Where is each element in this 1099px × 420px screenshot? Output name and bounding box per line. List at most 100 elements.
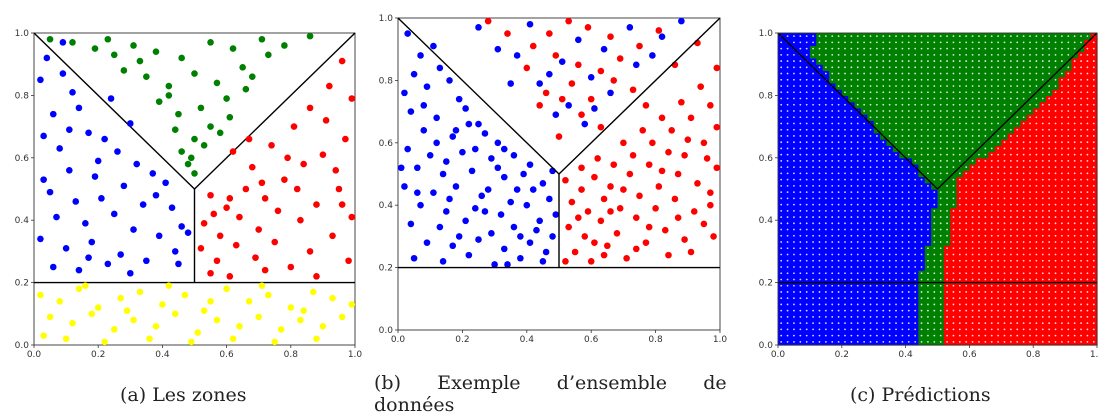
prediction-sample-dot	[965, 309, 968, 312]
prediction-sample-dot	[1048, 178, 1051, 181]
data-point-green	[207, 39, 214, 46]
prediction-sample-dot	[875, 266, 878, 268]
prediction-sample-dot	[1086, 340, 1089, 343]
data-point-yellow	[40, 332, 47, 339]
prediction-sample-dot	[895, 316, 897, 318]
prediction-sample-dot	[914, 297, 917, 300]
prediction-sample-dot	[1092, 316, 1095, 318]
prediction-sample-dot	[812, 291, 814, 293]
prediction-sample-dot	[1092, 340, 1095, 343]
prediction-sample-dot	[1016, 266, 1019, 268]
prediction-sample-dot	[1080, 234, 1082, 237]
prediction-sample-dot	[1073, 297, 1076, 300]
prediction-sample-dot	[1092, 234, 1095, 237]
data-point-red	[216, 232, 224, 240]
prediction-sample-dot	[882, 103, 885, 106]
prediction-sample-dot	[946, 322, 948, 325]
prediction-sample-dot	[1086, 272, 1089, 275]
prediction-sample-dot	[1016, 334, 1019, 337]
prediction-sample-dot	[799, 166, 802, 169]
data-point-red	[335, 185, 343, 193]
prediction-sample-dot	[1061, 291, 1063, 293]
prediction-sample-dot	[882, 209, 885, 212]
prediction-sample-dot	[946, 297, 948, 300]
prediction-sample-dot	[984, 197, 987, 200]
prediction-sample-dot	[920, 166, 923, 169]
prediction-sample-dot	[1067, 141, 1070, 144]
prediction-sample-dot	[1003, 135, 1006, 137]
prediction-sample-dot	[997, 222, 1000, 225]
prediction-sample-dot	[920, 153, 923, 156]
prediction-sample-dot	[1054, 209, 1057, 212]
prediction-sample-dot	[793, 297, 795, 300]
prediction-sample-dot	[1080, 203, 1082, 206]
prediction-sample-dot	[971, 247, 974, 250]
prediction-sample-dot	[786, 272, 789, 275]
prediction-sample-dot	[780, 141, 783, 144]
data-point-red	[568, 80, 576, 87]
prediction-sample-dot	[844, 128, 846, 131]
prediction-sample-dot	[946, 135, 948, 137]
prediction-sample-dot	[1073, 222, 1076, 225]
prediction-sample-dot	[990, 103, 993, 106]
prediction-sample-dot	[939, 209, 942, 212]
prediction-sample-dot	[965, 303, 968, 306]
data-point-red	[546, 30, 553, 37]
prediction-sample-dot	[1035, 291, 1038, 293]
prediction-sample-dot	[1067, 234, 1070, 237]
prediction-sample-dot	[984, 272, 987, 275]
prediction-sample-dot	[927, 191, 929, 194]
prediction-sample-dot	[1054, 97, 1057, 100]
prediction-sample-dot	[1003, 278, 1006, 281]
prediction-sample-dot	[984, 128, 987, 131]
data-point-green	[184, 160, 192, 168]
prediction-sample-dot	[805, 110, 808, 112]
data-point-red	[529, 42, 537, 50]
data-point-red	[542, 89, 550, 97]
prediction-sample-dot	[786, 291, 789, 293]
prediction-sample-dot	[799, 184, 802, 187]
prediction-sample-dot	[965, 184, 968, 187]
data-point-blue	[549, 233, 556, 240]
prediction-sample-dot	[1029, 184, 1031, 187]
prediction-sample-dot	[984, 135, 987, 137]
data-point-red	[255, 226, 262, 233]
prediction-sample-dot	[863, 128, 866, 131]
prediction-sample-dot	[799, 334, 802, 337]
prediction-sample-dot	[978, 91, 980, 94]
prediction-sample-dot	[882, 160, 885, 162]
prediction-sample-dot	[869, 272, 872, 275]
prediction-sample-dot	[933, 197, 936, 200]
prediction-sample-dot	[952, 340, 955, 343]
prediction-sample-dot	[786, 166, 789, 169]
data-point-yellow	[88, 310, 96, 318]
prediction-sample-dot	[856, 266, 859, 268]
prediction-sample-dot	[1022, 228, 1025, 231]
prediction-sample-dot	[882, 178, 885, 181]
prediction-sample-dot	[1048, 184, 1051, 187]
prediction-sample-dot	[1080, 103, 1082, 106]
prediction-sample-dot	[793, 178, 795, 181]
prediction-sample-dot	[799, 228, 802, 231]
prediction-sample-dot	[1086, 216, 1089, 218]
data-point-blue	[407, 220, 415, 228]
prediction-sample-dot	[933, 247, 936, 250]
zone-boundary-line	[33, 32, 195, 190]
prediction-sample-dot	[997, 316, 1000, 318]
prediction-sample-dot	[888, 266, 891, 268]
prediction-sample-dot	[837, 234, 840, 237]
data-point-red	[591, 239, 598, 246]
prediction-sample-dot	[939, 103, 942, 106]
prediction-sample-dot	[1086, 278, 1089, 281]
prediction-sample-dot	[1092, 141, 1095, 144]
prediction-sample-dot	[907, 234, 910, 237]
prediction-sample-dot	[1061, 272, 1063, 275]
prediction-sample-dot	[1073, 278, 1076, 281]
series-green	[46, 32, 314, 177]
prediction-sample-dot	[1029, 291, 1031, 293]
prediction-sample-dot	[1073, 178, 1076, 181]
prediction-sample-dot	[1086, 284, 1089, 287]
prediction-sample-dot	[812, 328, 814, 331]
prediction-sample-dot	[914, 272, 917, 275]
prediction-sample-dot	[952, 278, 955, 281]
